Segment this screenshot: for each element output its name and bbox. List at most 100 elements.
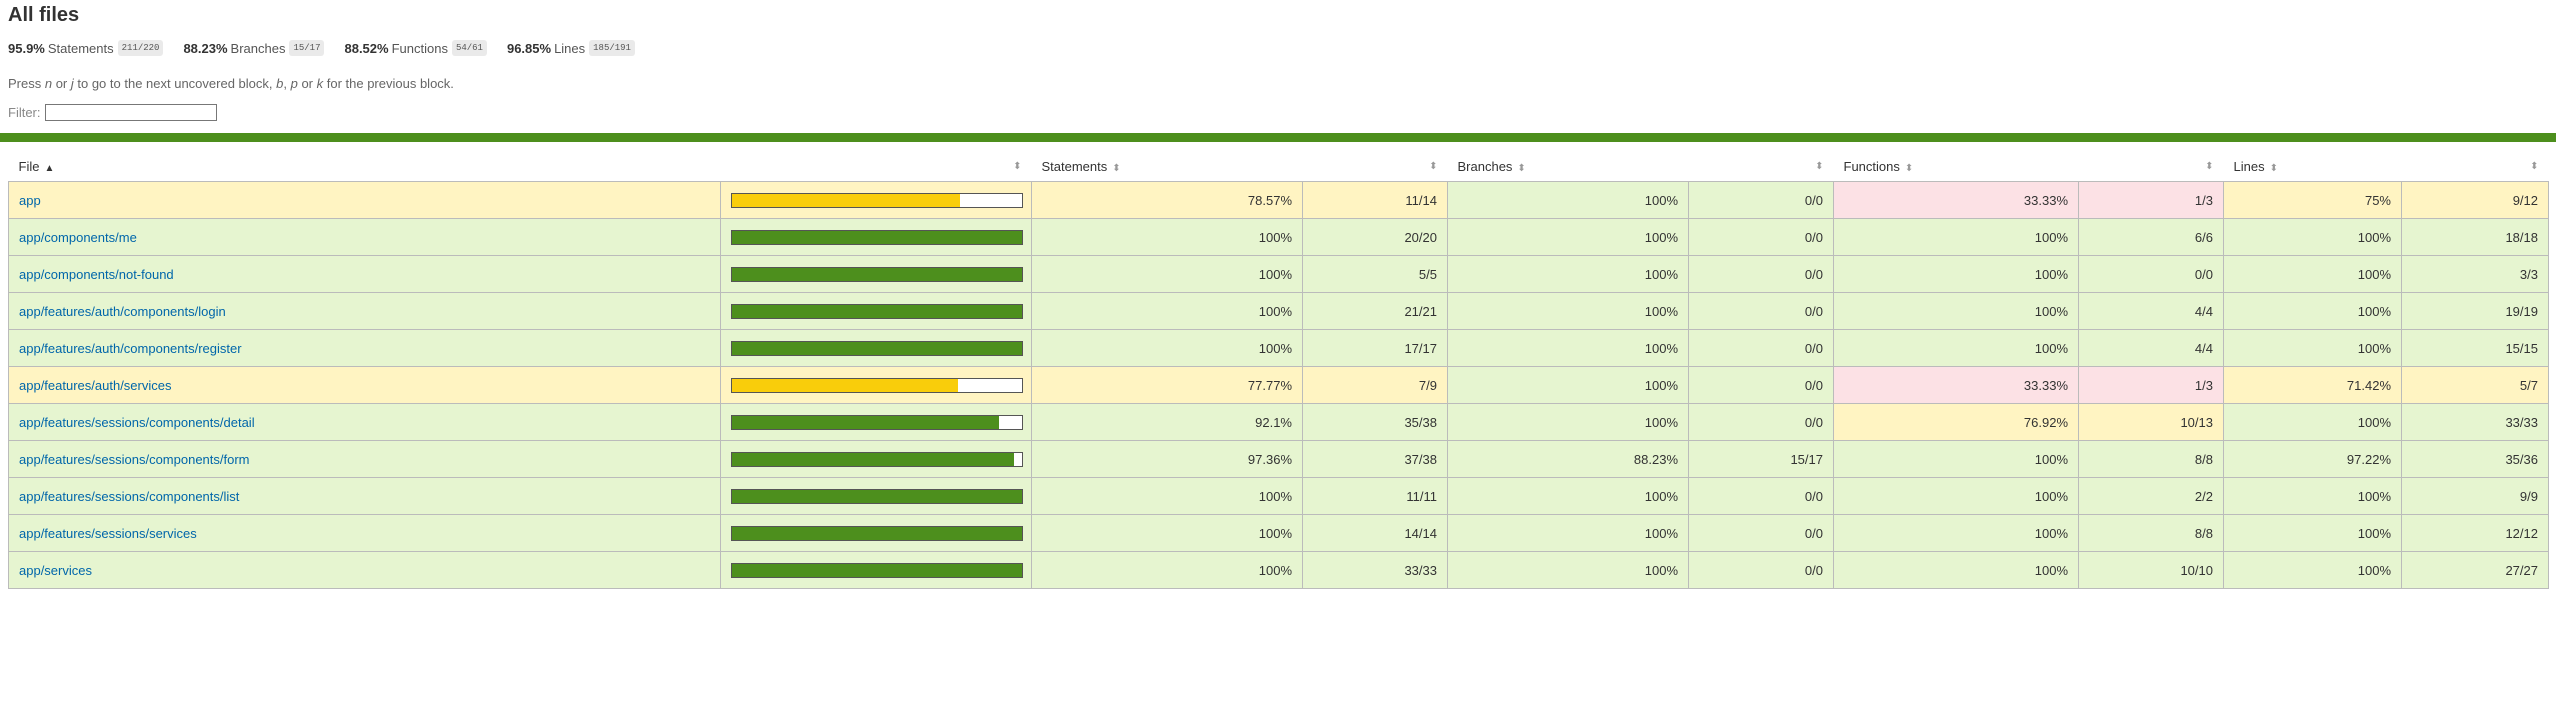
functions-pct-cell: 100% (1833, 440, 2079, 478)
statements-count-cell: 37/38 (1302, 440, 1448, 478)
file-link[interactable]: app/components/me (19, 229, 137, 245)
functions-pct-cell: 33.33% (1833, 366, 2079, 404)
functions-pct-cell: 100% (1833, 477, 2079, 515)
sort-icon: ⬍ (1517, 162, 1526, 174)
hint-text: Press (8, 76, 45, 91)
functions-count-cell: 6/6 (2078, 218, 2224, 256)
keyboard-hint: Press n or j to go to the next uncovered… (8, 75, 2548, 93)
coverage-bar-fill (732, 193, 960, 207)
file-link[interactable]: app/services (19, 562, 92, 578)
file-cell: app/components/not-found (8, 255, 721, 293)
col-functions-count-header[interactable]: ⬍ (2078, 151, 2224, 182)
coverage-bar-cell (720, 329, 1032, 367)
coverage-bar (731, 525, 1023, 541)
functions-count-cell: 1/3 (2078, 181, 2224, 219)
branches-pct-cell: 88.23% (1447, 440, 1689, 478)
statements-pct-cell: 100% (1031, 477, 1303, 515)
coverage-bar (731, 266, 1023, 282)
lines-count-cell: 12/12 (2401, 514, 2549, 552)
file-link[interactable]: app/features/sessions/services (19, 525, 197, 541)
statements-pct-cell: 100% (1031, 218, 1303, 256)
sort-icon: ⬍ (1112, 162, 1121, 174)
statements-pct-cell: 100% (1031, 255, 1303, 293)
coverage-bar-fill (732, 489, 1022, 503)
branches-pct-cell: 100% (1447, 514, 1689, 552)
statements-count-cell: 11/14 (1302, 181, 1448, 219)
table-row: app/features/sessions/components/form 97.… (8, 440, 2549, 478)
page-header: All files 95.9% Statements 211/220 88.23… (0, 0, 2556, 121)
file-link[interactable]: app/features/sessions/components/list (19, 488, 240, 504)
col-statements-count-header[interactable]: ⬍ (1302, 151, 1448, 182)
branches-pct-cell: 100% (1447, 366, 1689, 404)
coverage-bar-cell (720, 477, 1032, 515)
col-functions-header[interactable]: Functions ⬍ (1833, 151, 2079, 182)
statements-pct-cell: 100% (1031, 551, 1303, 589)
lines-pct-cell: 100% (2223, 403, 2402, 441)
functions-count-cell: 2/2 (2078, 477, 2224, 515)
functions-count-cell: 8/8 (2078, 514, 2224, 552)
functions-count-cell: 0/0 (2078, 255, 2224, 293)
branches-count-cell: 0/0 (1688, 255, 1834, 293)
branches-count-cell: 0/0 (1688, 366, 1834, 404)
file-link[interactable]: app (19, 192, 41, 208)
branches-pct-cell: 100% (1447, 477, 1689, 515)
lines-pct-cell: 100% (2223, 551, 2402, 589)
filter-label: Filter: (8, 105, 41, 120)
table-row: app/features/auth/components/register 100… (8, 329, 2549, 367)
functions-pct-cell: 100% (1833, 218, 2079, 256)
statements-pct-cell: 97.36% (1031, 440, 1303, 478)
file-link[interactable]: app/features/auth/services (19, 377, 172, 393)
file-link[interactable]: app/features/auth/components/register (19, 340, 242, 356)
branches-count-cell: 0/0 (1688, 218, 1834, 256)
table-row: app 78.57% 11/14 100% 0/0 33.33% 1/3 75% 9/12 (8, 181, 2549, 219)
hint-key: j (70, 76, 74, 91)
col-statements-header[interactable]: Statements ⬍ (1031, 151, 1303, 182)
branches-count-cell: 0/0 (1688, 514, 1834, 552)
branches-count-cell: 0/0 (1688, 477, 1834, 515)
branches-count-cell: 0/0 (1688, 181, 1834, 219)
lines-pct-cell: 75% (2223, 181, 2402, 219)
statements-pct-cell: 78.57% (1031, 181, 1303, 219)
coverage-bar-cell (720, 218, 1032, 256)
statements-count-cell: 5/5 (1302, 255, 1448, 293)
col-branches-count-header[interactable]: ⬍ (1688, 151, 1834, 182)
sort-icon: ⬍ (2530, 160, 2539, 172)
coverage-bar-cell (720, 440, 1032, 478)
coverage-bar-fill (732, 452, 1015, 466)
branches-count-cell: 0/0 (1688, 551, 1834, 589)
hint-text: or (297, 76, 317, 91)
col-bar-header[interactable]: ⬍ (720, 151, 1032, 182)
lines-count-cell: 9/12 (2401, 181, 2549, 219)
hint-text: for the previous block. (323, 76, 454, 91)
file-cell: app (8, 181, 721, 219)
file-link[interactable]: app/components/not-found (19, 266, 174, 282)
lines-count-cell: 5/7 (2401, 366, 2549, 404)
branches-pct-cell: 100% (1447, 403, 1689, 441)
branches-pct-cell: 100% (1447, 292, 1689, 330)
file-link[interactable]: app/features/sessions/components/detail (19, 414, 255, 430)
col-lines-header[interactable]: Lines ⬍ (2223, 151, 2402, 182)
coverage-status-line (0, 133, 2556, 142)
col-branches-header[interactable]: Branches ⬍ (1447, 151, 1689, 182)
summary-branches: 88.23% Branches 15/17 (183, 40, 325, 56)
coverage-bar (731, 488, 1023, 504)
sort-icon: ⬍ (1815, 160, 1824, 172)
col-functions-label: Functions (1843, 158, 1900, 174)
branches-pct-cell: 100% (1447, 329, 1689, 367)
summary-branches-label: Branches (230, 40, 286, 56)
col-lines-count-header[interactable]: ⬍ (2401, 151, 2549, 182)
statements-pct-cell: 100% (1031, 329, 1303, 367)
filter-row: Filter: (8, 104, 2548, 121)
coverage-bar-fill (732, 230, 1022, 244)
col-file-header[interactable]: File ▲ (8, 151, 721, 182)
coverage-bar-fill (732, 563, 1022, 577)
lines-pct-cell: 97.22% (2223, 440, 2402, 478)
functions-pct-cell: 76.92% (1833, 403, 2079, 441)
sort-icon: ⬍ (2205, 160, 2214, 172)
filter-input[interactable] (44, 104, 217, 121)
file-link[interactable]: app/features/auth/components/login (19, 303, 226, 319)
coverage-bar-cell (720, 551, 1032, 589)
lines-pct-cell: 100% (2223, 255, 2402, 293)
file-cell: app/features/auth/components/register (8, 329, 721, 367)
file-link[interactable]: app/features/sessions/components/form (19, 451, 250, 467)
